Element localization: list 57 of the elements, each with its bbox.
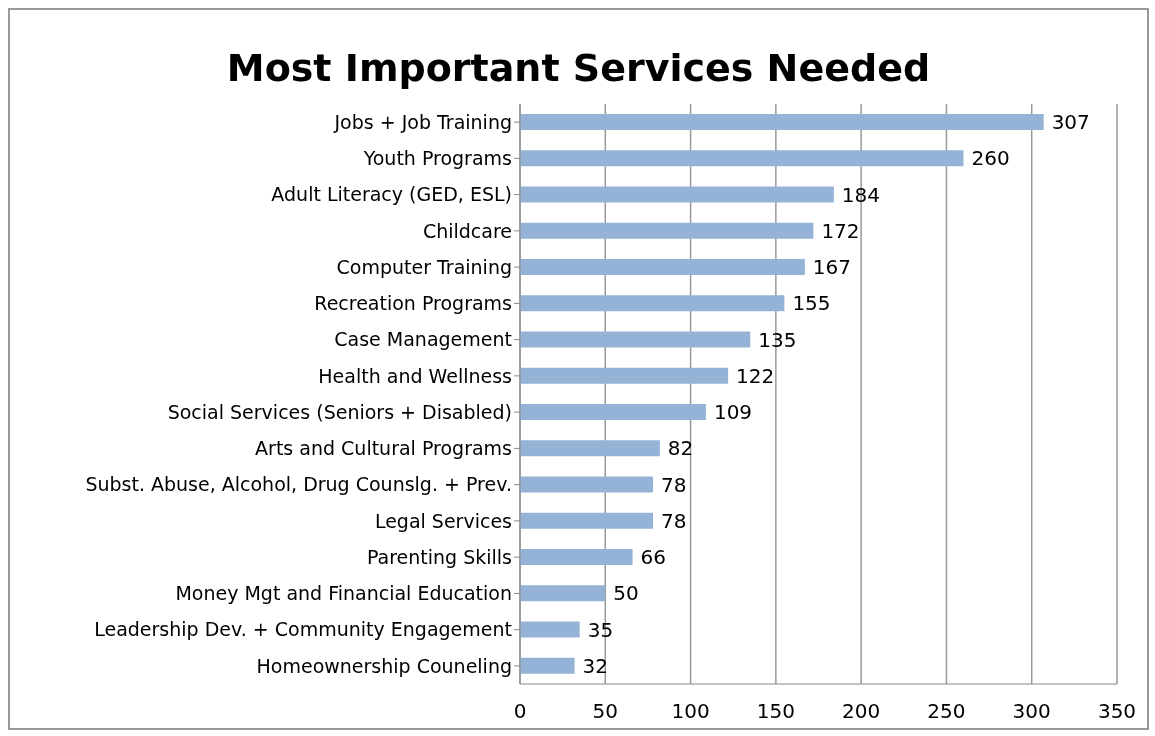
bar: [520, 512, 654, 529]
y-tick-label: Legal Services: [374, 509, 512, 532]
y-tick-label: Parenting Skills: [366, 545, 512, 568]
bar: [520, 150, 964, 167]
data-label: 122: [736, 363, 775, 388]
x-tick-label: 100: [671, 699, 710, 724]
bar: [520, 186, 834, 203]
data-label: 135: [758, 327, 797, 352]
y-tick-label: Youth Programs: [362, 147, 512, 170]
data-label: 109: [713, 400, 753, 425]
bar: [520, 440, 660, 457]
data-label: 172: [821, 218, 860, 243]
y-tick-label: Jobs + Job Training: [333, 110, 512, 133]
x-tick-label: 50: [592, 699, 619, 724]
y-tick-label: Leadership Dev. + Community Engagement: [94, 618, 512, 641]
data-label: 167: [812, 255, 852, 280]
bar: [520, 476, 654, 493]
bar: [520, 259, 805, 275]
data-label: 35: [587, 617, 614, 642]
y-tick-label: Money Mgt and Financial Education: [175, 582, 512, 605]
bar: [520, 114, 1044, 130]
y-tick-label: Subst. Abuse, Alcohol, Drug Counslg. + Prev.: [85, 473, 512, 496]
data-label: 184: [841, 182, 881, 207]
y-tick-label: Adult Literacy (GED, ESL): [271, 183, 512, 206]
x-tick-label: 0: [513, 699, 527, 724]
data-label: 66: [640, 545, 667, 570]
bar: [520, 295, 785, 312]
data-label: 155: [792, 291, 831, 316]
bar: [520, 404, 706, 420]
data-label: 260: [971, 146, 1010, 171]
bar: [520, 367, 729, 384]
data-label: 307: [1051, 110, 1090, 135]
chart-title: Most Important Services Needed: [225, 45, 932, 92]
y-tick-label: Recreation Programs: [314, 292, 512, 315]
bar: [520, 549, 633, 565]
bar: [520, 331, 751, 348]
data-label: 32: [582, 653, 609, 678]
data-label: 82: [667, 436, 694, 461]
y-tick-label: Childcare: [422, 219, 512, 242]
data-label: 50: [613, 581, 639, 606]
x-tick-label: 150: [756, 699, 795, 724]
y-tick-label: Computer Training: [336, 255, 512, 278]
bar: [520, 585, 606, 602]
x-tick-label: 300: [1012, 699, 1051, 724]
y-tick-label: Social Services (Seniors + Disabled): [167, 400, 512, 423]
y-tick-label: Health and Wellness: [318, 364, 512, 387]
y-tick-label: Homeownership Couneling: [256, 654, 512, 677]
x-tick-label: 350: [1097, 699, 1137, 724]
data-label: 78: [661, 472, 687, 497]
y-tick-label: Case Management: [334, 328, 512, 351]
x-tick-label: 250: [927, 699, 966, 724]
bar: [520, 657, 575, 674]
data-label: 78: [661, 508, 687, 533]
y-tick-label: Arts and Cultural Programs: [255, 437, 512, 460]
bar: [520, 222, 814, 239]
bar: [520, 621, 580, 638]
x-tick-label: 200: [842, 699, 881, 724]
